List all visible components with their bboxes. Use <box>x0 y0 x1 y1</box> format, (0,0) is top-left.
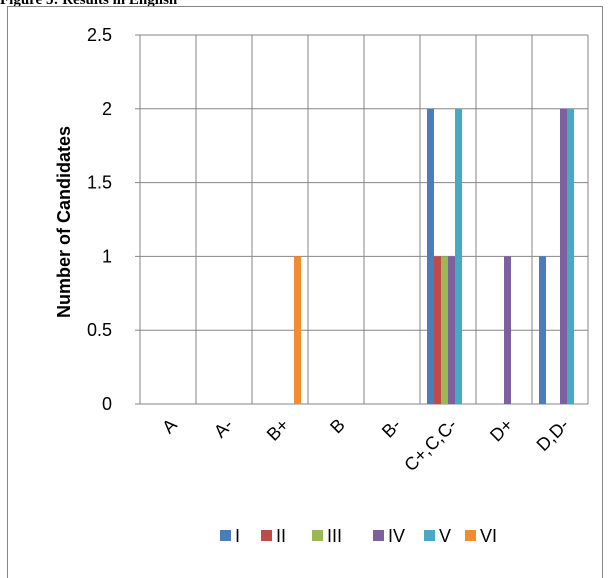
y-tick-label: 2 <box>102 99 112 119</box>
y-axis-label: Number of Candidates <box>54 126 74 318</box>
legend-label-VI: VI <box>480 526 497 546</box>
bar-III-C+,C,C- <box>441 256 448 404</box>
grid-lines <box>135 34 589 405</box>
legend-label-IV: IV <box>388 526 405 546</box>
figure-caption: Figure 5: Results in English <box>0 0 178 8</box>
y-tick-label: 0 <box>102 394 112 414</box>
bar-IV-D,D- <box>560 108 567 405</box>
legend: I II III IV V VI <box>220 526 497 546</box>
x-tick-label: B- <box>378 415 405 442</box>
chart-frame <box>7 6 603 578</box>
x-tick-label: D,D- <box>533 415 573 455</box>
y-tick-label: 1.5 <box>87 173 112 193</box>
x-tick-label: C+,C,C- <box>400 415 460 475</box>
bar-I-D,D- <box>539 256 546 404</box>
bar-IV-C+,C,C- <box>448 256 455 404</box>
x-tick-label: A- <box>210 415 237 442</box>
bar-V-C+,C,C- <box>455 108 462 405</box>
legend-swatch-III <box>312 530 323 541</box>
legend-swatch-VI <box>465 530 476 541</box>
legend-swatch-I <box>220 530 231 541</box>
legend-label-V: V <box>439 526 451 546</box>
y-tick-label: 2.5 <box>87 25 112 45</box>
x-tick-label: D+ <box>486 415 517 446</box>
y-tick-label: 1 <box>102 246 112 266</box>
bar-V-D,D- <box>567 108 574 405</box>
x-tick-label: B+ <box>263 415 293 445</box>
legend-swatch-V <box>424 530 435 541</box>
x-tick-label: B <box>326 415 349 438</box>
legend-swatch-II <box>261 530 272 541</box>
bar-IV-D+ <box>504 256 511 404</box>
bar-II-C+,C,C- <box>434 256 441 404</box>
y-tick-label: 0.5 <box>87 320 112 340</box>
legend-label-II: II <box>276 526 286 546</box>
bar-I-C+,C,C- <box>427 108 434 405</box>
x-tick-labels: A A- B+ B B-C+,C,C- D+ D,D- <box>158 415 573 475</box>
y-tick-labels: 0 0.5 1 1.5 2 2.5 <box>87 25 112 414</box>
legend-swatch-IV <box>373 530 384 541</box>
bars <box>294 108 574 405</box>
legend-label-I: I <box>235 526 240 546</box>
x-tick-label: A <box>158 415 181 438</box>
legend-label-III: III <box>327 526 342 546</box>
bar-VI-B+ <box>294 256 301 404</box>
